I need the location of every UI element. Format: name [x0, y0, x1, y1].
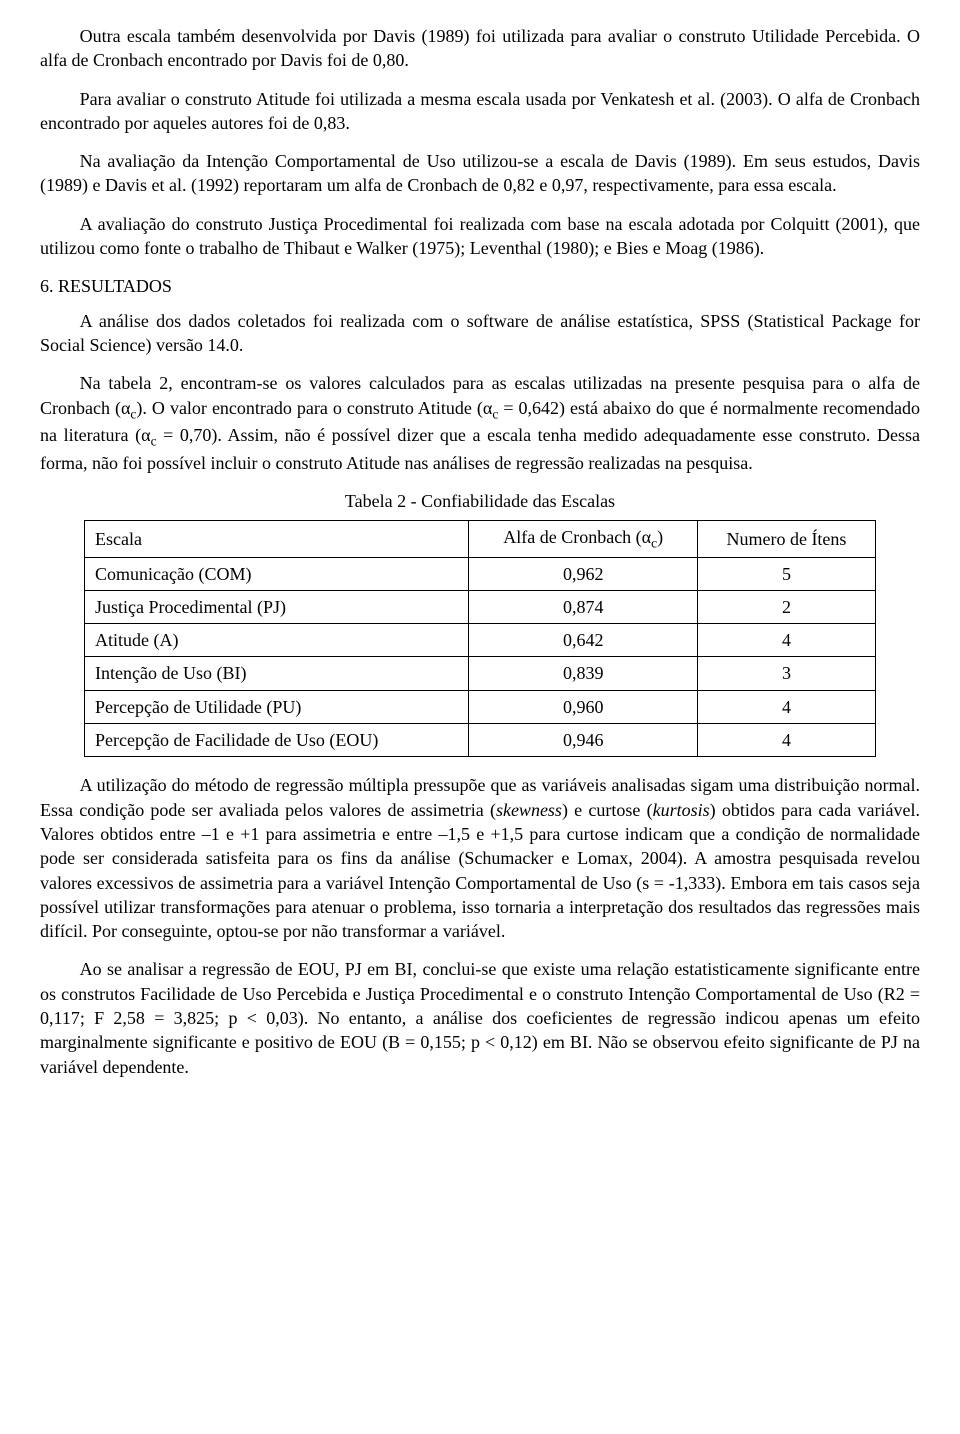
- table-cell-itens: 3: [697, 657, 875, 690]
- table-cell-alpha: 0,839: [469, 657, 697, 690]
- table-header-alpha: Alfa de Cronbach (αc): [469, 520, 697, 557]
- table-cell-escala: Intenção de Uso (BI): [85, 657, 469, 690]
- table-cell-escala: Atitude (A): [85, 624, 469, 657]
- text-run: ). O valor encontrado para o construto A…: [136, 398, 492, 418]
- table-row: Atitude (A) 0,642 4: [85, 624, 876, 657]
- reliability-table: Escala Alfa de Cronbach (αc) Numero de Í…: [84, 520, 876, 758]
- table-cell-alpha: 0,962: [469, 557, 697, 590]
- table-cell-escala: Comunicação (COM): [85, 557, 469, 590]
- paragraph: Na avaliação da Intenção Comportamental …: [40, 149, 920, 198]
- paragraph: A análise dos dados coletados foi realiz…: [40, 309, 920, 358]
- table-cell-escala: Justiça Procedimental (PJ): [85, 590, 469, 623]
- table-row: Percepção de Utilidade (PU) 0,960 4: [85, 690, 876, 723]
- table-header-row: Escala Alfa de Cronbach (αc) Numero de Í…: [85, 520, 876, 557]
- table-header-itens: Numero de Ítens: [697, 520, 875, 557]
- table-cell-escala: Percepção de Facilidade de Uso (EOU): [85, 724, 469, 757]
- table-cell-escala: Percepção de Utilidade (PU): [85, 690, 469, 723]
- table-cell-alpha: 0,960: [469, 690, 697, 723]
- text-run: = 0,70). Assim, não é possível dizer que…: [40, 425, 920, 473]
- table-header-escala: Escala: [85, 520, 469, 557]
- table-cell-itens: 4: [697, 624, 875, 657]
- paragraph: A avaliação do construto Justiça Procedi…: [40, 212, 920, 261]
- text-run: Alfa de Cronbach (α: [503, 527, 651, 547]
- paragraph: Ao se analisar a regressão de EOU, PJ em…: [40, 957, 920, 1078]
- table-caption: Tabela 2 - Confiabilidade das Escalas: [40, 489, 920, 513]
- table-cell-itens: 5: [697, 557, 875, 590]
- text-run: ): [657, 527, 663, 547]
- table-cell-itens: 2: [697, 590, 875, 623]
- table-row: Percepção de Facilidade de Uso (EOU) 0,9…: [85, 724, 876, 757]
- table-row: Justiça Procedimental (PJ) 0,874 2: [85, 590, 876, 623]
- table-cell-itens: 4: [697, 690, 875, 723]
- table-cell-itens: 4: [697, 724, 875, 757]
- table-cell-alpha: 0,946: [469, 724, 697, 757]
- table-cell-alpha: 0,642: [469, 624, 697, 657]
- paragraph: Na tabela 2, encontram-se os valores cal…: [40, 371, 920, 475]
- paragraph: Para avaliar o construto Atitude foi uti…: [40, 87, 920, 136]
- section-heading: 6. RESULTADOS: [40, 274, 920, 298]
- paragraph: Outra escala também desenvolvida por Dav…: [40, 24, 920, 73]
- text-run: A utilização do método de regressão múlt…: [40, 775, 920, 941]
- table-cell-alpha: 0,874: [469, 590, 697, 623]
- paragraph: A utilização do método de regressão múlt…: [40, 773, 920, 943]
- table-row: Intenção de Uso (BI) 0,839 3: [85, 657, 876, 690]
- table-row: Comunicação (COM) 0,962 5: [85, 557, 876, 590]
